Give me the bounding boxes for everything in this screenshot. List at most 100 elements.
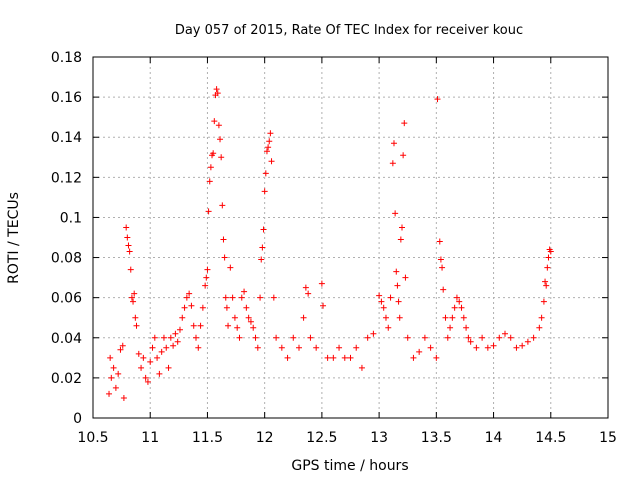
data-point — [172, 330, 179, 337]
data-point — [156, 370, 163, 377]
data-point — [160, 334, 167, 341]
data-point — [364, 334, 371, 341]
data-point — [380, 304, 387, 311]
data-point — [390, 140, 397, 147]
data-point — [154, 354, 161, 361]
data-point — [353, 344, 360, 351]
data-point — [320, 302, 327, 309]
data-point — [267, 130, 274, 137]
data-point — [165, 364, 172, 371]
data-point — [158, 348, 165, 355]
data-point — [382, 314, 389, 321]
data-point — [479, 334, 486, 341]
data-point — [259, 244, 266, 251]
data-point — [181, 304, 188, 311]
x-tick-label: 12.5 — [306, 430, 337, 446]
data-point — [217, 136, 224, 143]
data-point — [225, 322, 232, 329]
data-point — [410, 354, 417, 361]
data-point — [266, 138, 273, 145]
data-point — [484, 344, 491, 351]
data-point — [142, 374, 149, 381]
data-point — [437, 256, 444, 263]
data-point — [404, 334, 411, 341]
data-point — [392, 210, 399, 217]
data-point — [394, 282, 401, 289]
data-point — [108, 374, 115, 381]
data-point — [318, 280, 325, 287]
data-point — [449, 314, 456, 321]
data-point — [119, 342, 126, 349]
data-point — [278, 344, 285, 351]
data-point — [190, 322, 197, 329]
data-point — [433, 354, 440, 361]
data-point — [399, 224, 405, 231]
data-point — [203, 274, 210, 281]
plot-frame — [92, 56, 609, 419]
data-point — [400, 152, 407, 159]
data-point — [213, 86, 220, 93]
data-point — [540, 298, 547, 305]
x-tick-label: 12 — [256, 430, 274, 446]
data-point — [127, 266, 134, 273]
data-point — [284, 354, 291, 361]
data-point — [536, 324, 543, 331]
data-point — [542, 278, 549, 285]
data-point — [545, 254, 552, 261]
data-point — [336, 344, 343, 351]
data-point — [229, 294, 236, 301]
data-point — [473, 344, 480, 351]
data-point — [221, 254, 228, 261]
data-point — [465, 334, 472, 341]
y-tick-label: 0.1 — [60, 210, 82, 226]
data-point — [444, 334, 451, 341]
data-point — [131, 290, 138, 297]
x-tick-label: 13.5 — [421, 430, 452, 446]
data-point — [270, 294, 277, 301]
axis-layer: 10.5 11 11.5 12 12.5 13 13.5 14 14.5 15 0 0.02 0.04 0… — [51, 50, 617, 446]
data-point — [387, 294, 394, 301]
data-point — [436, 238, 443, 245]
data-point — [458, 304, 465, 311]
data-point — [538, 314, 545, 321]
data-point — [440, 286, 447, 293]
data-point — [393, 268, 400, 275]
y-tick-label: 0.12 — [51, 170, 82, 186]
data-point — [195, 344, 202, 351]
data-point — [124, 234, 131, 241]
data-point — [210, 150, 217, 157]
data-point — [427, 344, 434, 351]
data-point — [513, 344, 520, 351]
data-point — [330, 354, 337, 361]
data-point — [254, 344, 261, 351]
data-point — [135, 350, 142, 357]
data-point — [132, 314, 139, 321]
data-point — [296, 344, 302, 351]
data-point — [199, 304, 206, 311]
data-point — [467, 338, 474, 345]
y-axis-label: ROTI / TECUs — [6, 192, 22, 284]
data-point — [170, 342, 177, 349]
data-point — [530, 334, 537, 341]
data-point — [234, 324, 241, 331]
data-point — [206, 178, 213, 185]
data-point — [421, 334, 428, 341]
data-point — [188, 302, 195, 309]
data-point — [376, 292, 383, 299]
data-point — [106, 390, 113, 397]
data-point — [219, 202, 226, 209]
data-point — [140, 354, 147, 361]
x-tick-label: 11.5 — [192, 430, 223, 446]
data-point — [186, 290, 193, 297]
data-point — [149, 344, 156, 351]
data-point — [176, 326, 183, 333]
data-point — [370, 330, 377, 337]
data-point — [133, 322, 140, 329]
data-point — [313, 344, 320, 351]
data-point — [193, 334, 199, 341]
data-point — [401, 120, 408, 127]
data-point — [543, 282, 550, 289]
data-point — [183, 294, 190, 301]
data-point — [434, 96, 441, 103]
chart-title: Day 057 of 2015, Rate Of TEC Index for r… — [175, 23, 523, 38]
